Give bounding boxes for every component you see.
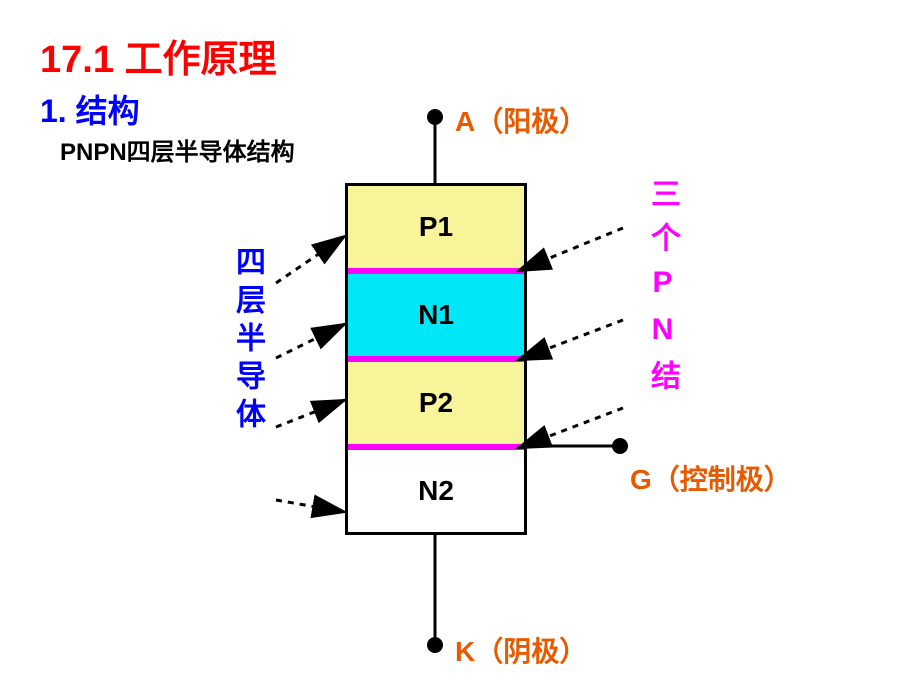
section-title: 17.1 工作原理 [40, 28, 277, 83]
three-pn-junction-label: 三个PN结 [640, 178, 684, 404]
anode-terminal-dot [427, 109, 443, 125]
junction-arrow-2 [518, 320, 623, 360]
layer-arrow-3 [276, 400, 345, 427]
layer-n1: N1 [345, 271, 527, 359]
structure-description: PNPN四层半导体结构 [60, 132, 295, 167]
layer-arrow-1 [276, 236, 345, 283]
cathode-terminal-dot [427, 637, 443, 653]
subsection-title: 1. 结构 [40, 86, 140, 132]
anode-label: A（阳极） [455, 100, 587, 140]
layer-p1: P1 [345, 183, 527, 271]
junction-arrow-3 [518, 408, 623, 448]
gate-label: G（控制极） [630, 458, 792, 498]
layer-arrow-4 [276, 500, 345, 512]
layer-p2: P2 [345, 359, 527, 447]
four-layer-label: 四层半导体 [225, 246, 269, 436]
gate-terminal-dot [612, 438, 628, 454]
junction-arrow-1 [518, 228, 623, 271]
cathode-label: K（阴极） [455, 630, 587, 670]
layer-n2: N2 [345, 447, 527, 535]
layer-arrow-2 [276, 324, 345, 358]
